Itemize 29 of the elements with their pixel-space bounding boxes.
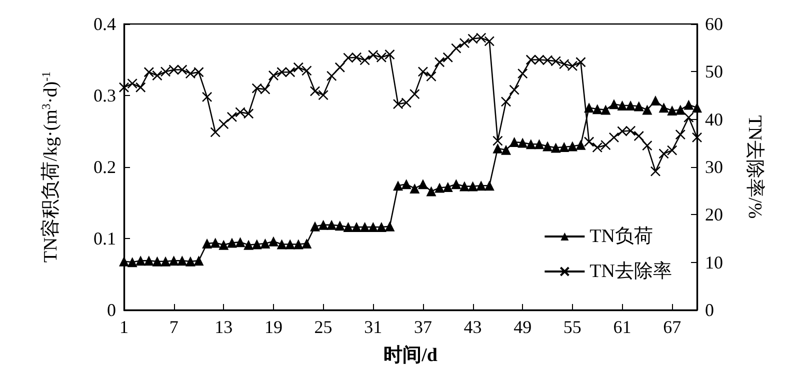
y2-tick-label: 60 bbox=[705, 14, 723, 34]
x-tick-label: 1 bbox=[120, 317, 128, 337]
y2-tick-label: 40 bbox=[705, 109, 723, 130]
legend-label: TN去除率 bbox=[590, 260, 672, 282]
x-tick-label: 61 bbox=[613, 317, 632, 337]
y2-tick-label: 50 bbox=[705, 62, 723, 82]
y2-tick-label: 20 bbox=[705, 204, 723, 225]
y2-tick-label: 0 bbox=[705, 300, 714, 320]
x-tick-label: 55 bbox=[563, 317, 582, 337]
y-tick-label: 0 bbox=[107, 300, 116, 320]
y-tick-label: 0.3 bbox=[94, 86, 116, 106]
y2-axis-title: TN去除率/% bbox=[744, 115, 766, 219]
y-tick-label: 0.4 bbox=[94, 14, 116, 34]
x-tick-label: 67 bbox=[663, 317, 682, 337]
y2-tick-label: 30 bbox=[705, 157, 723, 177]
x-tick-label: 25 bbox=[314, 317, 332, 337]
x-tick-label: 7 bbox=[169, 317, 178, 337]
y-tick-label: 0.2 bbox=[94, 157, 116, 177]
x-tick-label: 13 bbox=[214, 317, 233, 337]
y-tick-label: 0.1 bbox=[94, 228, 116, 248]
y-axis-title: TN容积负荷/kg·(m3·d)-1 bbox=[39, 71, 62, 263]
x-tick-label: 49 bbox=[514, 317, 532, 337]
x-axis-title: 时间/d bbox=[384, 344, 438, 366]
y2-tick-label: 10 bbox=[705, 252, 723, 272]
legend-label: TN负荷 bbox=[590, 226, 653, 247]
x-tick-label: 43 bbox=[464, 317, 482, 337]
x-tick-label: 37 bbox=[414, 317, 432, 337]
x-tick-label: 19 bbox=[264, 317, 282, 337]
x-tick-label: 31 bbox=[364, 317, 382, 337]
